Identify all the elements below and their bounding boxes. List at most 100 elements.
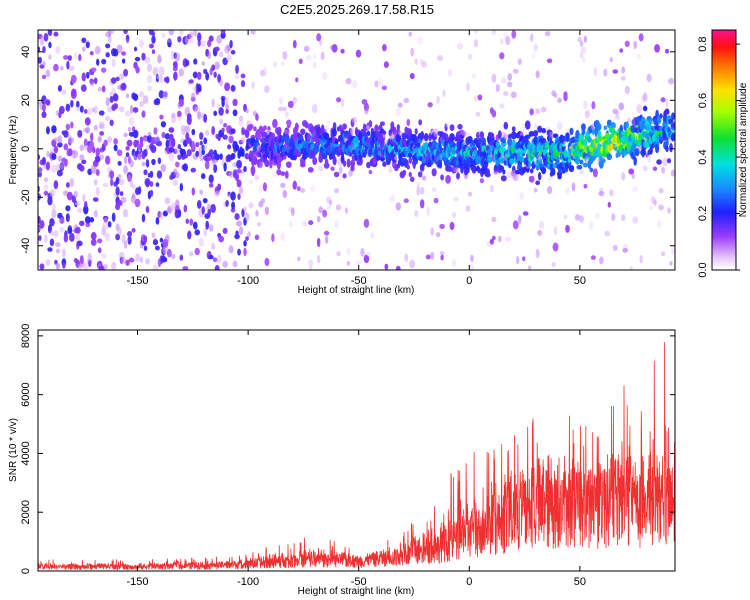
spectrogram-cell [342,173,347,179]
spectrogram-cell [431,187,437,192]
spectrogram-cell [123,68,129,77]
spectrogram-cell [63,143,69,151]
spectrogram-cell [234,233,240,240]
spectrogram-cell [218,235,225,243]
spectrogram-cell [216,35,223,44]
spectrogram-cell [382,161,387,167]
spectrogram-cell [589,167,594,173]
spectrogram-cell [38,56,43,64]
spectrogram-cell [610,122,616,129]
spectrogram-cell [338,166,343,174]
spectrogram-cell [503,121,509,130]
spectrogram-cell [177,154,182,161]
spectrogram-cell [230,207,236,213]
spectrogram-cell [499,52,505,60]
spectrogram-cell [113,144,118,152]
spectrogram-cell [55,46,61,55]
spectrogram-cell [126,139,133,147]
spectrogram-cell [348,169,353,177]
spectrogram-cell [507,138,513,147]
spectrogram-cell [535,180,541,186]
spectrogram-cell [569,127,574,136]
spectrogram-cell [395,107,401,117]
spectrogram-cell [199,140,203,146]
spectrogram-cell [203,227,208,237]
spectrogram-cell [652,166,658,172]
spectrogram-cell [524,134,531,140]
spectrogram-cell [563,94,568,102]
spectrogram-cell [646,73,652,83]
spectrogram-cell [466,82,470,92]
spectrogram-cell [110,77,117,84]
spectrogram-cell [234,213,240,220]
spectrogram-cell [248,202,254,209]
spectrogram-cell [45,69,51,78]
spectrogram-cell [94,45,101,55]
spectrogram-cell [49,238,55,247]
spectrogram-cell [151,158,156,166]
spectrogram-cell [238,226,244,235]
spectrogram-cell [79,154,85,161]
spectrogram-cell [210,203,216,214]
spectrogram-cell [419,199,425,209]
spectrogram-cell [196,87,202,92]
spectrogram-cell [307,166,314,173]
spectrogram-cell [39,36,45,46]
spectrogram-cells [38,30,675,270]
spectrogram-cell [404,253,409,262]
spectrogram-cell [312,156,318,166]
spectrogram-y-label: Frequency (Hz) [8,116,19,185]
spectrogram-x-tick-label: 0 [466,275,472,287]
spectrogram-cell [234,144,240,152]
spectrogram-cell [38,46,41,53]
spectrogram-cell [611,213,616,222]
spectrogram-cell [579,159,584,165]
spectrogram-cell [292,97,298,104]
spectrogram-cell [529,33,534,42]
spectrogram-cell [151,49,156,55]
spectrogram-cell [123,132,128,138]
spectrogram-cell [671,112,675,121]
spectrogram-cell [642,165,648,172]
spectrogram-cell [670,133,675,142]
spectrogram-cell [489,132,495,140]
spectrogram-cell [143,169,148,176]
spectrogram-cell [322,209,328,218]
spectrogram-cell [238,120,244,127]
spectrogram-cell [174,52,180,62]
spectrogram-cell [53,63,59,72]
spectrogram-cell [145,158,150,168]
spectrogram-cell [417,36,424,45]
spectrogram-cell [125,93,130,98]
spectrogram-cell [93,124,98,131]
spectrogram-cell [139,136,144,144]
spectrogram-cell [647,154,652,162]
spectrogram-cell [249,125,253,131]
spectrogram-cell [574,156,581,165]
spectrogram-cell [502,133,509,140]
spectrogram-cell [383,61,389,68]
spectrogram-cell [101,67,107,73]
spectrogram-cell [125,152,130,158]
spectrogram-cell [236,179,242,188]
spectrogram-cell [664,108,670,114]
spectrogram-cell [303,45,310,52]
spectrogram-cell [323,162,330,169]
spectrogram-cell [606,153,613,161]
spectrogram-cell [76,240,83,247]
spectrogram-cell [157,157,162,165]
spectrogram-cell [436,95,440,104]
spectrogram-cell [65,123,71,131]
spectrogram-cell [129,159,134,168]
spectrogram-cell [147,131,152,137]
spectrogram-cell [124,110,131,117]
spectrogram-cell [243,206,247,212]
spectrogram-cell [82,193,86,203]
spectrogram-cell [41,74,47,80]
spectrogram-cell [59,163,64,170]
colorbar-ticks: 0.0 0.2 0.4 0.6 0.8 [697,29,740,278]
spectrogram-cell [105,97,110,107]
spectrogram-cell [591,101,596,110]
spectrogram-cell [125,146,130,151]
spectrogram-cell [39,219,45,229]
